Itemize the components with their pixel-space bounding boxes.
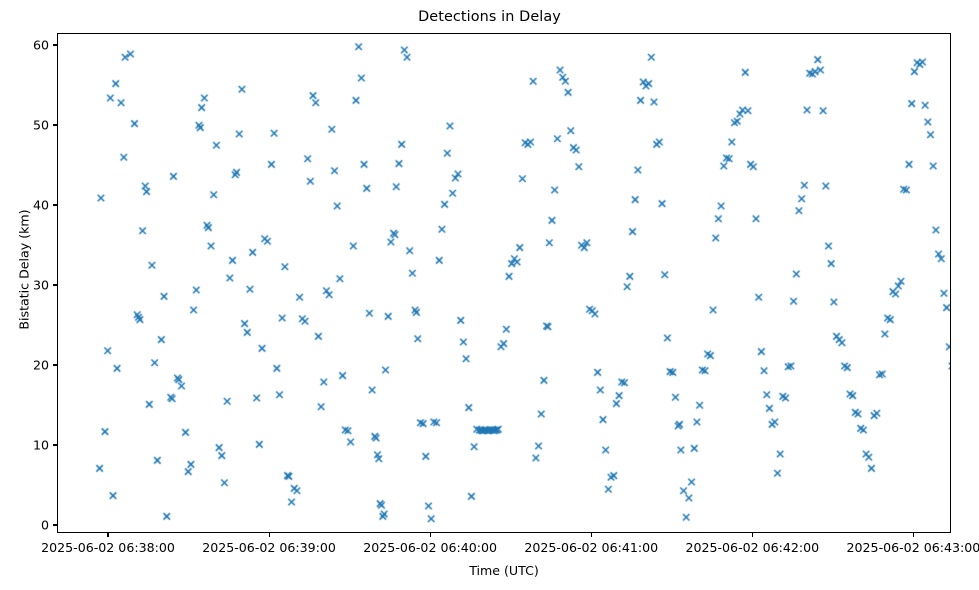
scatter-plot-canvas [58, 34, 950, 532]
x-tick-mark [429, 533, 431, 537]
x-tick-mark [912, 533, 914, 537]
x-tick-mark [107, 533, 109, 537]
y-tick-mark [53, 204, 57, 206]
y-tick-mark [53, 284, 57, 286]
x-tick-label: 2025-06-02 06:43:00 [846, 540, 979, 555]
y-tick-label: 50 [32, 117, 49, 133]
y-tick-label: 40 [32, 197, 49, 213]
y-tick-mark [53, 364, 57, 366]
y-tick-label: 10 [32, 437, 49, 453]
page-title: Detections in Delay [418, 9, 561, 25]
x-tick-mark [590, 533, 592, 537]
x-tick-label: 2025-06-02 06:42:00 [685, 540, 820, 555]
y-tick-label: 0 [40, 517, 49, 533]
x-tick-mark [268, 533, 270, 537]
y-tick-mark [53, 44, 57, 46]
x-tick-mark [751, 533, 753, 537]
y-tick-mark [53, 124, 57, 126]
plot-axes [57, 33, 951, 533]
x-tick-label: 2025-06-02 06:40:00 [363, 540, 498, 555]
y-tick-label: 30 [32, 277, 49, 293]
y-tick-label: 20 [32, 357, 49, 373]
x-axis-label: Time (UTC) [469, 563, 539, 578]
y-tick-mark [53, 444, 57, 446]
x-tick-label: 2025-06-02 06:41:00 [524, 540, 659, 555]
x-tick-label: 2025-06-02 06:38:00 [41, 540, 175, 555]
y-tick-mark [53, 524, 57, 526]
x-tick-label: 2025-06-02 06:39:00 [202, 540, 336, 555]
y-tick-label: 60 [32, 37, 49, 53]
y-axis-label: Bistatic Delay (km) [16, 209, 32, 330]
